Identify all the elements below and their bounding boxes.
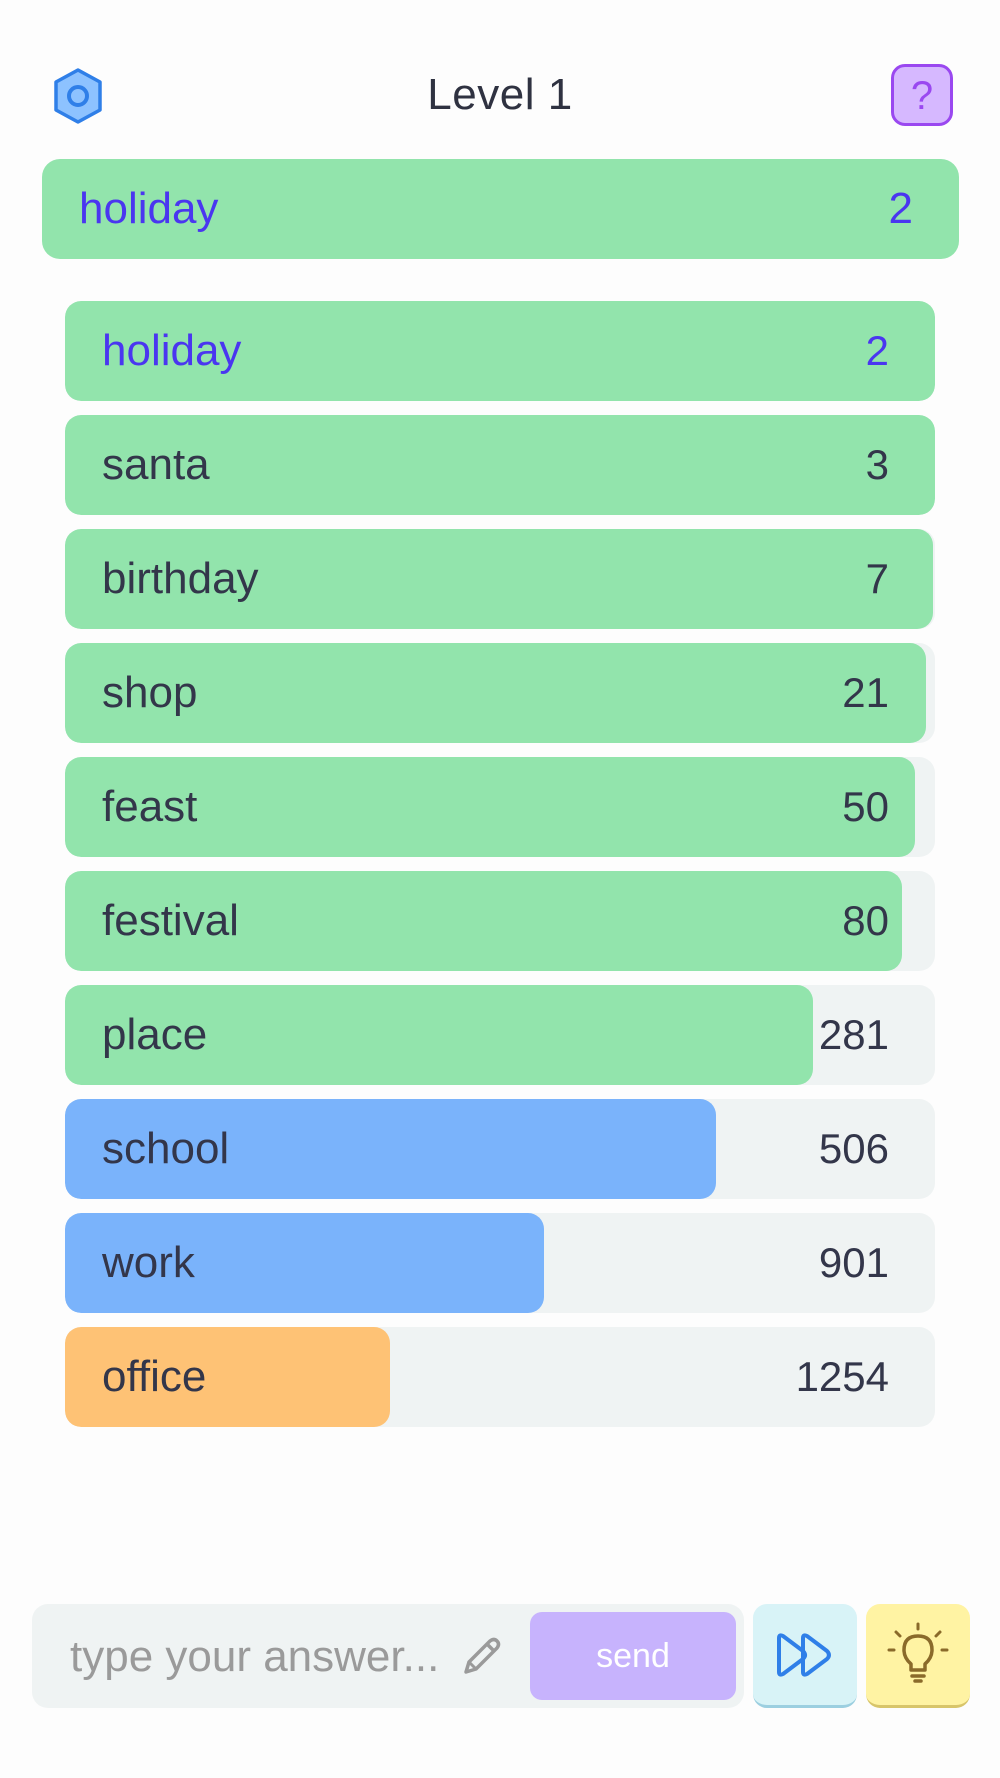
guess-row: festival 80: [65, 871, 935, 971]
guess-rank: 281: [818, 1011, 889, 1058]
guess-word: work: [102, 1238, 195, 1287]
guess-list: holiday 2 santa 3 birthday 7 shop 21 feast 50 fest…: [65, 301, 935, 1441]
closeness-bar: [65, 985, 814, 1085]
guess-word: birthday: [102, 554, 259, 603]
guess-word: school: [102, 1124, 230, 1173]
hint-button[interactable]: [866, 1604, 970, 1708]
guess-row: place 281: [65, 985, 935, 1085]
header: Level 1 ?: [0, 62, 1000, 130]
guess-word: santa: [102, 440, 210, 489]
guess-rank: 506: [818, 1125, 889, 1172]
guess-rank: 3: [865, 441, 889, 488]
guess-row: shop 21: [65, 643, 935, 743]
closeness-bar: [65, 871, 902, 971]
guess-row: holiday 2: [65, 301, 935, 401]
skip-button[interactable]: [753, 1604, 857, 1708]
guess-rank: 7: [865, 555, 889, 602]
closeness-bar: [65, 301, 935, 401]
level-title: Level 1: [427, 70, 573, 119]
guess-word: festival: [102, 896, 239, 945]
closeness-bar: [65, 529, 934, 629]
guess-row: work 901: [65, 1213, 935, 1313]
guess-word: place: [102, 1010, 208, 1059]
closeness-bar: [65, 415, 935, 515]
closeness-bar: [65, 1099, 716, 1199]
closeness-bar: [65, 1327, 390, 1427]
guess-rank: 2: [865, 327, 889, 374]
guess-word: office: [102, 1352, 207, 1401]
guess-row: feast 50: [65, 757, 935, 857]
answer-bar: send: [32, 1604, 744, 1710]
guess-row: santa 3: [65, 415, 935, 515]
guess-rank: 1254: [795, 1353, 889, 1400]
last-guess-rank: 2: [888, 184, 913, 233]
lightbulb-icon: [887, 1622, 949, 1683]
help-button[interactable]: ?: [891, 64, 953, 126]
guess-row: school 506: [65, 1099, 935, 1199]
guess-rank: 50: [842, 783, 889, 830]
guess-rank: 80: [842, 897, 889, 944]
guess-word: shop: [102, 668, 198, 717]
closeness-bar: [65, 757, 915, 857]
gear-icon: [54, 68, 102, 124]
closeness-bar: [65, 643, 927, 743]
closeness-bar: [65, 1213, 544, 1313]
question-icon: ?: [911, 74, 933, 117]
pencil-icon: [464, 1637, 501, 1674]
last-guess-word: holiday: [79, 184, 219, 233]
guess-rank: 901: [818, 1239, 889, 1286]
settings-button[interactable]: [48, 66, 108, 126]
guess-rank: 21: [842, 669, 889, 716]
fast-forward-icon: [777, 1632, 831, 1677]
send-button[interactable]: send: [530, 1612, 736, 1700]
guess-row: office 1254: [65, 1327, 935, 1427]
answer-input[interactable]: [68, 1604, 492, 1710]
svg-text:?: ?: [911, 74, 933, 117]
guess-word: feast: [102, 782, 198, 831]
last-guess-bar: holiday 2: [42, 159, 959, 259]
guess-word: holiday: [102, 326, 242, 375]
guess-row: birthday 7: [65, 529, 935, 629]
